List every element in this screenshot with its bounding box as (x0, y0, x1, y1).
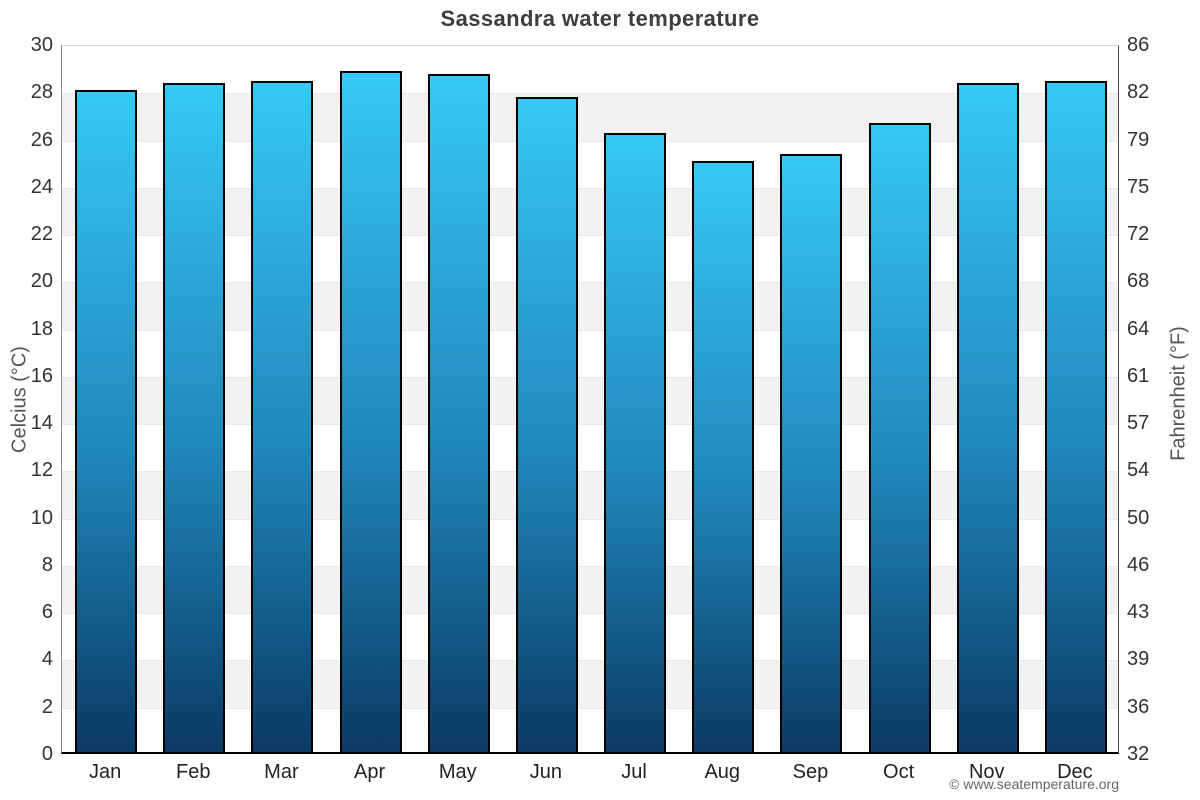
celsius-tick-label: 30 (30, 34, 53, 56)
month-label: Jan (88, 761, 122, 783)
bar-jan[interactable] (75, 90, 138, 752)
grid-band (62, 140, 1118, 188)
fahrenheit-tick-label: 46 (1127, 553, 1150, 576)
fahrenheit-tick-label: 36 (1127, 695, 1150, 718)
fahrenheit-tick-label: 82 (1127, 81, 1150, 104)
celsius-tick-label: 24 (30, 175, 53, 198)
month-label: Oct (883, 761, 915, 783)
bar-jul[interactable] (604, 132, 667, 752)
grid-band (62, 424, 1118, 471)
fahrenheit-tick-label: 75 (1127, 175, 1150, 198)
bar-nov[interactable] (956, 83, 1019, 752)
celsius-tick-label: 12 (30, 459, 53, 482)
bar-feb[interactable] (163, 83, 226, 752)
fahrenheit-tick-label: 57 (1127, 412, 1150, 435)
celsius-tick-label: 16 (30, 364, 53, 387)
month-label: Sep (792, 761, 829, 783)
month-label: Jun (529, 761, 563, 783)
bar-jun[interactable] (515, 97, 578, 752)
month-label: Nov (968, 761, 1005, 783)
chart-title: Sassandra water temperature (440, 6, 760, 31)
plot-area (61, 45, 1119, 754)
bar-sep[interactable] (780, 154, 843, 752)
grid-band (62, 613, 1118, 660)
grid-band (62, 471, 1118, 519)
celsius-tick-label: 0 (41, 743, 53, 765)
grid-band (62, 282, 1118, 330)
grid-band (62, 660, 1118, 708)
celsius-tick-label: 28 (30, 81, 53, 104)
bar-oct[interactable] (868, 123, 931, 752)
bar-mar[interactable] (251, 80, 314, 752)
bar-may[interactable] (427, 73, 490, 752)
month-label: Apr (354, 761, 386, 783)
celsius-tick-label: 4 (41, 648, 53, 671)
copyright-link[interactable]: © www.seatemperature.org (949, 776, 1119, 792)
grid-band (62, 707, 1118, 755)
grid-band (62, 187, 1118, 236)
month-label: May (438, 761, 477, 783)
celsius-tick-label: 18 (30, 317, 53, 340)
fahrenheit-tick-label: 68 (1127, 270, 1150, 293)
bar-apr[interactable] (339, 71, 402, 752)
grid-band (62, 376, 1118, 425)
month-label: Jul (621, 761, 647, 783)
fahrenheit-tick-label: 64 (1127, 317, 1150, 340)
fahrenheit-tick-label: 79 (1127, 128, 1150, 151)
celsius-tick-label: 6 (41, 601, 53, 624)
grid-band (62, 565, 1118, 614)
grid-band (62, 235, 1118, 282)
celsius-tick-label: 2 (41, 695, 53, 718)
fahrenheit-tick-label: 39 (1127, 648, 1150, 671)
grid-band (62, 518, 1118, 566)
bar-dec[interactable] (1044, 80, 1107, 752)
celsius-tick-label: 10 (30, 506, 53, 529)
month-label: Feb (176, 761, 211, 783)
bar-aug[interactable] (692, 161, 755, 752)
month-label: Aug (704, 761, 741, 783)
celsius-tick-label: 26 (30, 128, 53, 151)
grid-band (62, 93, 1118, 141)
celsius-tick-label: 8 (41, 553, 53, 576)
fahrenheit-tick-label: 32 (1127, 743, 1150, 765)
fahrenheit-tick-label: 50 (1127, 506, 1150, 529)
celsius-tick-label: 22 (30, 223, 53, 246)
fahrenheit-tick-label: 61 (1127, 364, 1150, 387)
celsius-tick-label: 20 (30, 270, 53, 293)
celsius-tick-label: 14 (30, 412, 53, 435)
fahrenheit-tick-label: 43 (1127, 601, 1150, 624)
month-label: Mar (264, 761, 299, 783)
fahrenheit-tick-label: 86 (1127, 34, 1150, 56)
celsius-axis-title: Celcius (°C) (8, 346, 31, 453)
fahrenheit-tick-label: 72 (1127, 223, 1150, 246)
grid-band (62, 329, 1118, 377)
fahrenheit-tick-label: 54 (1127, 459, 1150, 482)
month-label: Dec (1057, 761, 1093, 783)
